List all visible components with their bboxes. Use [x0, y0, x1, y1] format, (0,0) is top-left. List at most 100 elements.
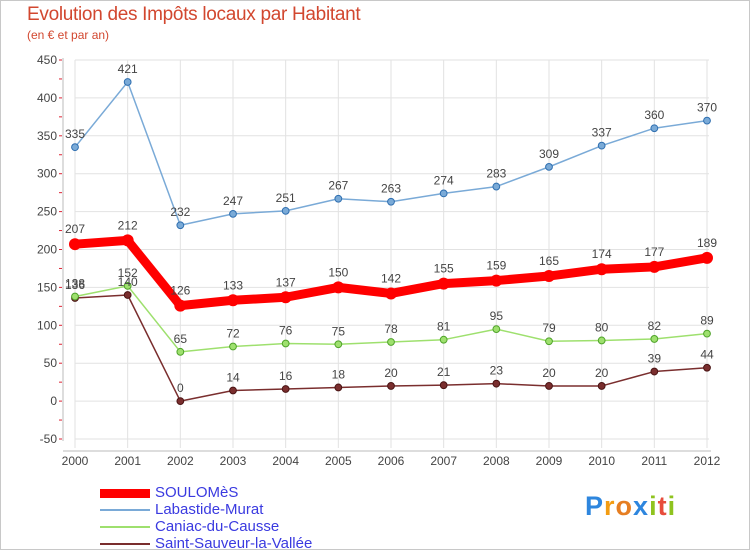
data-label: 207	[65, 222, 85, 236]
x-tick-label: 2003	[220, 454, 247, 468]
series-layer	[69, 78, 713, 406]
chart-title: Evolution des Impôts locaux par Habitant	[27, 4, 361, 25]
data-point	[439, 381, 448, 390]
y-tick-label: 400	[37, 91, 57, 105]
y-tick-label: -50	[40, 432, 58, 446]
data-point	[229, 386, 237, 395]
logo-letter: i	[667, 491, 677, 521]
legend-label: Caniac-du-Causse	[155, 518, 280, 535]
data-label: 263	[381, 182, 401, 196]
logo-letter: i	[649, 491, 658, 521]
logo-letter: P	[585, 491, 605, 521]
data-label: 136	[65, 278, 85, 292]
data-label: 20	[384, 366, 398, 380]
data-label: 79	[542, 321, 556, 335]
data-point	[123, 78, 132, 86]
data-point	[121, 234, 134, 247]
data-point	[490, 274, 503, 287]
data-label: 0	[177, 381, 184, 395]
data-label: 360	[644, 108, 664, 122]
logo-letter: o	[615, 491, 634, 521]
data-point	[701, 251, 713, 264]
y-tick-label: 100	[37, 318, 57, 332]
data-label: 133	[223, 278, 243, 292]
data-label: 20	[595, 366, 609, 380]
data-label: 232	[170, 205, 190, 219]
data-point	[229, 209, 237, 218]
data-point	[703, 363, 711, 372]
y-tick-label: 450	[37, 53, 57, 67]
y-tick-label: 0	[50, 394, 57, 408]
data-point	[439, 335, 448, 344]
x-tick-label: 2006	[378, 454, 405, 468]
data-label: 89	[700, 314, 714, 328]
data-label: 283	[486, 167, 506, 181]
legend-swatch	[100, 526, 150, 528]
data-label: 95	[490, 309, 504, 323]
data-point	[174, 299, 187, 312]
data-point	[650, 124, 659, 133]
legend-swatch	[100, 489, 150, 498]
data-label: 82	[648, 319, 662, 333]
legend-swatch	[100, 543, 150, 545]
data-point	[385, 287, 397, 300]
data-label: 251	[276, 191, 296, 205]
data-point	[648, 260, 661, 273]
legend-item: SOULOMèS	[100, 485, 400, 501]
data-label: 14	[226, 370, 240, 384]
data-label: 247	[223, 194, 243, 208]
legend-label: Saint-Sauveur-la-Vallée	[155, 535, 313, 552]
data-label: 150	[328, 265, 348, 279]
data-point	[703, 116, 711, 125]
data-point	[703, 329, 711, 338]
data-label: 174	[592, 247, 612, 261]
data-point	[387, 338, 395, 346]
data-point	[334, 194, 343, 203]
data-label: 78	[384, 322, 398, 336]
y-tick-label: 250	[37, 205, 57, 219]
data-point	[387, 382, 395, 390]
data-label: 72	[226, 327, 240, 341]
data-point	[492, 182, 501, 191]
data-label: 20	[542, 366, 556, 380]
data-label: 18	[332, 367, 346, 381]
data-point	[597, 382, 606, 390]
data-point	[71, 292, 79, 301]
x-tick-label: 2010	[588, 454, 615, 468]
data-point	[545, 382, 553, 390]
proxiti-logo: Proxiti	[585, 491, 676, 522]
data-point	[597, 141, 606, 150]
chart-subtitle: (en € et par an)	[27, 28, 110, 42]
data-point	[71, 143, 79, 152]
data-point	[387, 197, 395, 206]
data-point	[279, 291, 292, 304]
data-point	[492, 325, 501, 333]
data-point	[545, 162, 553, 171]
data-point	[650, 335, 659, 343]
y-tick-label: 300	[37, 167, 57, 181]
data-label: 39	[648, 352, 662, 366]
data-label: 126	[170, 284, 190, 298]
legend-item: Caniac-du-Causse	[100, 519, 400, 535]
legend-item: Labastide-Murat	[100, 502, 400, 518]
data-label: 155	[434, 262, 454, 276]
data-point	[123, 281, 132, 290]
data-point	[176, 221, 185, 230]
data-label: 337	[592, 126, 612, 140]
data-label: 21	[437, 365, 451, 379]
legend-swatch	[100, 509, 150, 511]
data-label: 267	[328, 179, 348, 193]
data-point	[543, 270, 555, 283]
data-label: 152	[118, 266, 138, 280]
legend-label: Labastide-Murat	[155, 501, 264, 518]
data-point	[176, 347, 185, 356]
data-label: 165	[539, 254, 559, 268]
data-label: 137	[276, 275, 296, 289]
data-point	[545, 337, 553, 346]
data-label: 177	[644, 245, 664, 259]
data-point	[227, 294, 239, 307]
data-label: 138	[65, 276, 85, 290]
